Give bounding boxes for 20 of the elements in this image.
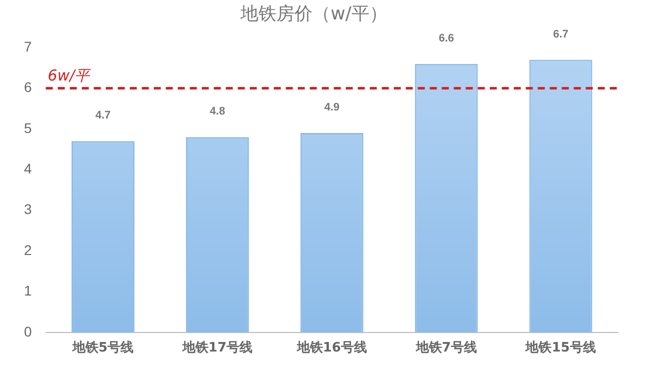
x-tick-label: 地铁16号线 [296,340,367,356]
y-tick-label: 4 [24,160,32,177]
ref-line-label: 6w/平 [48,66,92,85]
y-tick-label: 2 [24,242,32,258]
y-tick-label: 7 [24,38,32,54]
x-tick-label: 地铁7号线 [414,340,477,356]
data-label: 6.7 [553,28,568,40]
y-tick-label: 3 [24,201,32,218]
y-tick-label: 6 [24,79,32,96]
data-label: 4.8 [210,106,226,118]
data-label: 4.7 [95,110,111,122]
x-tick-label: 地铁17号线 [181,340,252,356]
y-tick-label: 1 [24,282,32,299]
y-tick-label: 0 [24,323,32,340]
chart-title: 地铁房价（w/平） [240,3,388,24]
y-tick-label: 5 [24,120,32,136]
data-label: 4.9 [324,102,340,114]
x-tick-label: 地铁15号线 [524,340,596,356]
x-tick-label: 地铁5号线 [71,340,134,356]
data-label: 6.6 [438,32,454,44]
